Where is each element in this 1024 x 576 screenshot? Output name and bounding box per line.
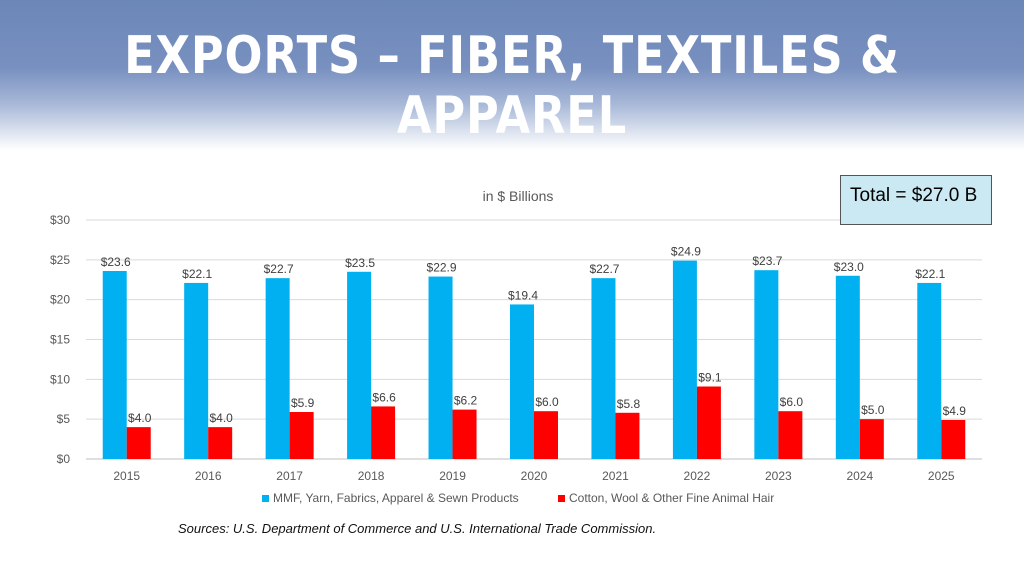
bar-mmf (428, 276, 453, 459)
y-tick-label: $15 (50, 333, 70, 347)
data-label-cotton: $5.0 (861, 403, 885, 417)
legend-swatch (558, 495, 565, 502)
x-tick-label: 2018 (358, 469, 385, 483)
data-label-mmf: $23.5 (345, 256, 375, 270)
data-label-cotton: $6.0 (535, 395, 559, 409)
data-label-mmf: $22.1 (915, 267, 945, 281)
data-label-mmf: $23.7 (752, 254, 782, 268)
y-tick-label: $30 (50, 213, 70, 227)
bar-cotton (289, 411, 314, 459)
data-label-cotton: $4.0 (128, 411, 152, 425)
bar-cotton (126, 427, 151, 459)
bar-cotton (859, 419, 884, 459)
y-tick-label: $0 (57, 452, 71, 466)
bar-mmf (184, 282, 209, 459)
y-tick-label: $25 (50, 253, 70, 267)
data-label-mmf: $22.1 (182, 267, 212, 281)
total-callout: Total = $27.0 B (840, 175, 992, 225)
x-tick-label: 2016 (195, 469, 222, 483)
bar-mmf (265, 278, 290, 459)
data-label-cotton: $4.0 (210, 411, 234, 425)
bar-mmf (510, 304, 534, 459)
total-label: Total = $27.0 B (850, 185, 978, 206)
data-label-mmf: $22.9 (427, 261, 457, 275)
bar-mmf (347, 271, 372, 459)
bar-cotton (452, 409, 477, 459)
bar-cotton (208, 427, 233, 459)
bar-mmf (754, 270, 779, 459)
data-label-mmf: $22.7 (264, 262, 294, 276)
x-tick-label: 2020 (521, 469, 548, 483)
x-tick-label: 2023 (765, 469, 792, 483)
page-title: EXPORTS – FIBER, TEXTILES & APPAREL (124, 26, 900, 146)
bar-mmf (917, 282, 942, 459)
data-label-mmf: $22.7 (589, 262, 619, 276)
y-tick-label: $10 (50, 372, 70, 386)
bar-cotton (534, 411, 558, 459)
source-note: Sources: U.S. Department of Commerce and… (178, 521, 657, 536)
data-label-cotton: $9.1 (698, 371, 722, 385)
legend-item-mmf: MMF, Yarn, Fabrics, Apparel & Sewn Produ… (273, 491, 519, 505)
data-label-mmf: $23.0 (834, 260, 864, 274)
bar-mmf (672, 260, 697, 459)
x-tick-label: 2019 (439, 469, 466, 483)
data-label-cotton: $5.8 (617, 397, 641, 411)
title-banner: EXPORTS – FIBER, TEXTILES & APPAREL (0, 0, 1024, 150)
data-label-cotton: $6.0 (780, 395, 804, 409)
y-tick-label: $20 (50, 293, 70, 307)
legend-item-cotton: Cotton, Wool & Other Fine Animal Hair (569, 491, 774, 505)
x-tick-label: 2015 (113, 469, 140, 483)
bar-cotton (615, 412, 640, 459)
x-tick-label: 2025 (928, 469, 955, 483)
bar-mmf (591, 278, 616, 459)
x-tick-label: 2017 (276, 469, 303, 483)
x-tick-label: 2022 (684, 469, 711, 483)
x-tick-label: 2024 (846, 469, 873, 483)
data-label-mmf: $23.6 (101, 255, 131, 269)
bar-cotton (696, 386, 721, 459)
data-label-mmf: $24.9 (671, 245, 701, 259)
y-tick-label: $5 (57, 412, 71, 426)
data-label-cotton: $6.6 (372, 390, 396, 404)
bar-mmf (835, 275, 860, 459)
data-label-cotton: $6.2 (454, 394, 478, 408)
bar-mmf (102, 270, 127, 459)
data-label-cotton: $5.9 (291, 396, 315, 410)
x-tick-label: 2021 (602, 469, 629, 483)
legend-swatch (262, 495, 269, 502)
bar-cotton (778, 411, 803, 459)
data-label-cotton: $4.9 (943, 404, 967, 418)
bar-cotton (941, 419, 966, 459)
data-label-mmf: $19.4 (508, 288, 538, 302)
chart-subtitle: in $ Billions (483, 188, 554, 204)
bar-cotton (371, 406, 396, 459)
